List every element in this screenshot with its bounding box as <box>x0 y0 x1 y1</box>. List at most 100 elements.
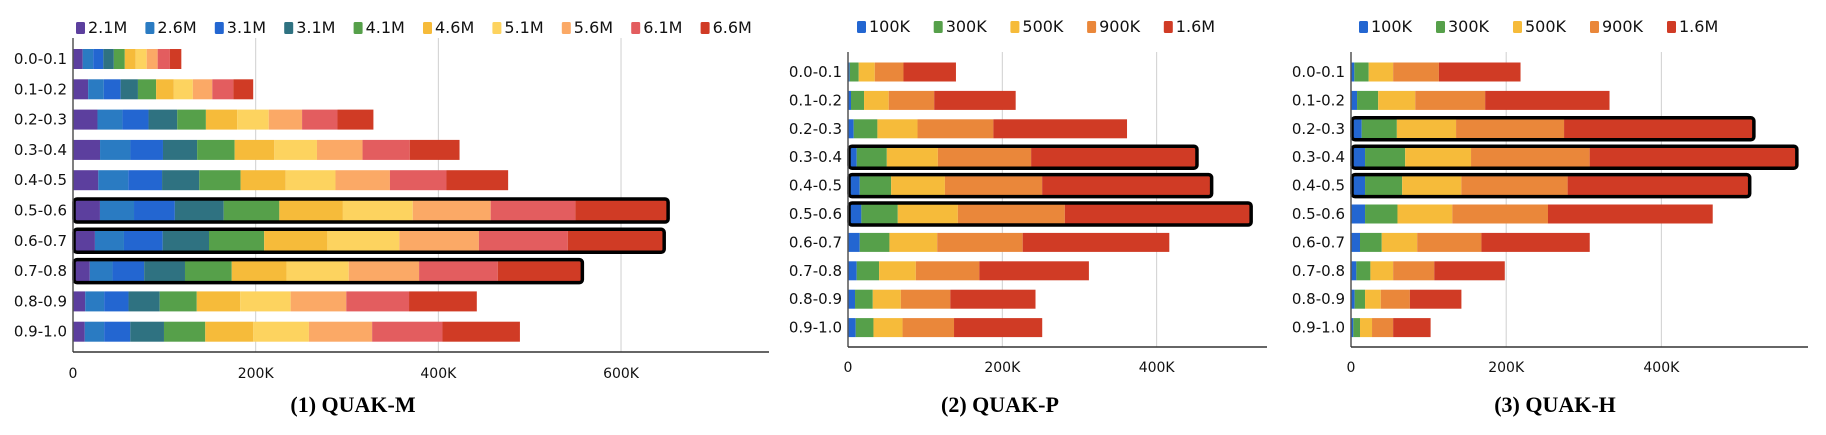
legend-label: 2.1M <box>88 18 127 37</box>
bar-segment <box>879 261 916 281</box>
chart-title: (3) QUAK-H <box>1494 392 1616 417</box>
bar-segment <box>128 170 163 191</box>
bar-segment <box>1351 318 1354 338</box>
bar-segment <box>73 79 89 100</box>
bar-segment <box>1393 261 1435 281</box>
bar-segment <box>1357 90 1379 110</box>
bar-segment <box>279 200 343 221</box>
bar-segment <box>1365 176 1403 196</box>
bar-segment <box>1461 176 1568 196</box>
bar-segment <box>84 321 105 342</box>
category-label: 0.8-0.9 <box>789 290 842 308</box>
bar-segment <box>163 321 206 342</box>
bar-segment <box>874 62 904 82</box>
bar-segment <box>124 49 136 69</box>
legend-label: 3.1M <box>296 18 335 37</box>
bar-segment <box>902 318 955 338</box>
legend-swatch <box>145 22 155 34</box>
bar-segment <box>1397 204 1453 224</box>
bar-segment <box>1351 147 1366 167</box>
chart-1: 0 200K 400K 600K 2.1M 2.6M 3.1M 3.1M 4.1M 4.6M 5.1… <box>14 18 769 417</box>
legend-label: 3.1M <box>227 18 266 37</box>
bar-segment <box>900 289 951 309</box>
category-label: 0.7-0.8 <box>1292 262 1345 280</box>
bar-segment <box>1031 147 1197 167</box>
chart-3: 0 200K 400K 100K 300K 500K 900K 1.6M 0.0-0.1 0.1-… <box>1292 17 1808 417</box>
highlight-outline <box>1350 116 1756 142</box>
bar-segment <box>897 204 958 224</box>
bar-segment <box>1365 147 1406 167</box>
category-label: 0.1-0.2 <box>789 91 842 109</box>
bar-segment <box>889 232 938 252</box>
bar-segment <box>234 139 275 160</box>
legend-swatch <box>1513 21 1522 33</box>
bar-segment <box>1351 62 1355 82</box>
bar-segment <box>372 321 443 342</box>
bar-segment <box>73 200 100 221</box>
legend-label: 900K <box>1602 17 1644 36</box>
bar-segment <box>954 318 1043 338</box>
bar-segment <box>103 49 114 69</box>
bar-segment <box>861 204 898 224</box>
bar-segment <box>113 49 125 69</box>
category-label: 0.4-0.5 <box>14 171 67 189</box>
bar-segment <box>859 176 892 196</box>
bar-segment <box>264 230 328 251</box>
bar-segment <box>1415 90 1486 110</box>
bar-segment <box>478 230 568 251</box>
bar-segment <box>1456 119 1565 139</box>
highlight-outline <box>847 201 1253 227</box>
bar-segment <box>1370 261 1394 281</box>
legend-swatch <box>1667 21 1676 33</box>
bar-segment <box>1381 232 1418 252</box>
legend-swatch <box>1163 21 1173 33</box>
bar-segment <box>169 49 182 69</box>
bar-segment <box>856 261 880 281</box>
bar-segment <box>73 230 95 251</box>
bar-segment <box>1365 289 1381 309</box>
bar-segment <box>1402 176 1462 196</box>
bar-segment <box>1567 176 1750 196</box>
bar-segment <box>308 321 373 342</box>
category-label: 0.3-0.4 <box>789 148 842 166</box>
bar-segment <box>122 109 149 130</box>
bar-segment <box>82 49 94 69</box>
category-label: 0.4-0.5 <box>789 177 842 195</box>
bar-segment <box>184 261 232 282</box>
bar-segment <box>409 291 477 312</box>
bar-segment <box>1064 204 1251 224</box>
legend-swatch <box>700 22 710 34</box>
bar-segment <box>903 62 956 82</box>
category-label: 0.7-0.8 <box>789 262 842 280</box>
bar-segment <box>148 109 178 130</box>
bar-segment <box>1409 289 1462 309</box>
bar-segment <box>1380 289 1410 309</box>
bar-segment <box>851 90 865 110</box>
bar-segment <box>94 230 124 251</box>
category-label: 0.6-0.7 <box>14 232 67 250</box>
bar-segment <box>1351 204 1366 224</box>
bar-segment <box>274 139 317 160</box>
category-label: 0.0-0.1 <box>14 50 67 68</box>
bar-segment <box>268 109 303 130</box>
category-label: 0.8-0.9 <box>14 292 67 310</box>
legend-swatch <box>857 21 866 33</box>
legend-swatch <box>1590 21 1599 33</box>
bar-segment <box>157 49 170 69</box>
legend-swatch <box>492 22 502 34</box>
highlight-outline <box>847 144 1199 170</box>
bar-segment <box>128 291 160 312</box>
legend-swatch <box>561 22 571 34</box>
bar-segment <box>1372 318 1394 338</box>
bar-segment <box>103 79 121 100</box>
bar-segment <box>957 204 1065 224</box>
bar-segment <box>1434 261 1505 281</box>
legend-label: 100K <box>869 17 911 36</box>
bar-segment <box>285 170 336 191</box>
bar-segment <box>937 232 1023 252</box>
chart-title: (1) QUAK-M <box>290 392 415 417</box>
bar-segment <box>848 261 857 281</box>
bar-segment <box>1354 289 1366 309</box>
bar-segment <box>1351 289 1355 309</box>
legend-label: 6.6M <box>713 18 752 37</box>
